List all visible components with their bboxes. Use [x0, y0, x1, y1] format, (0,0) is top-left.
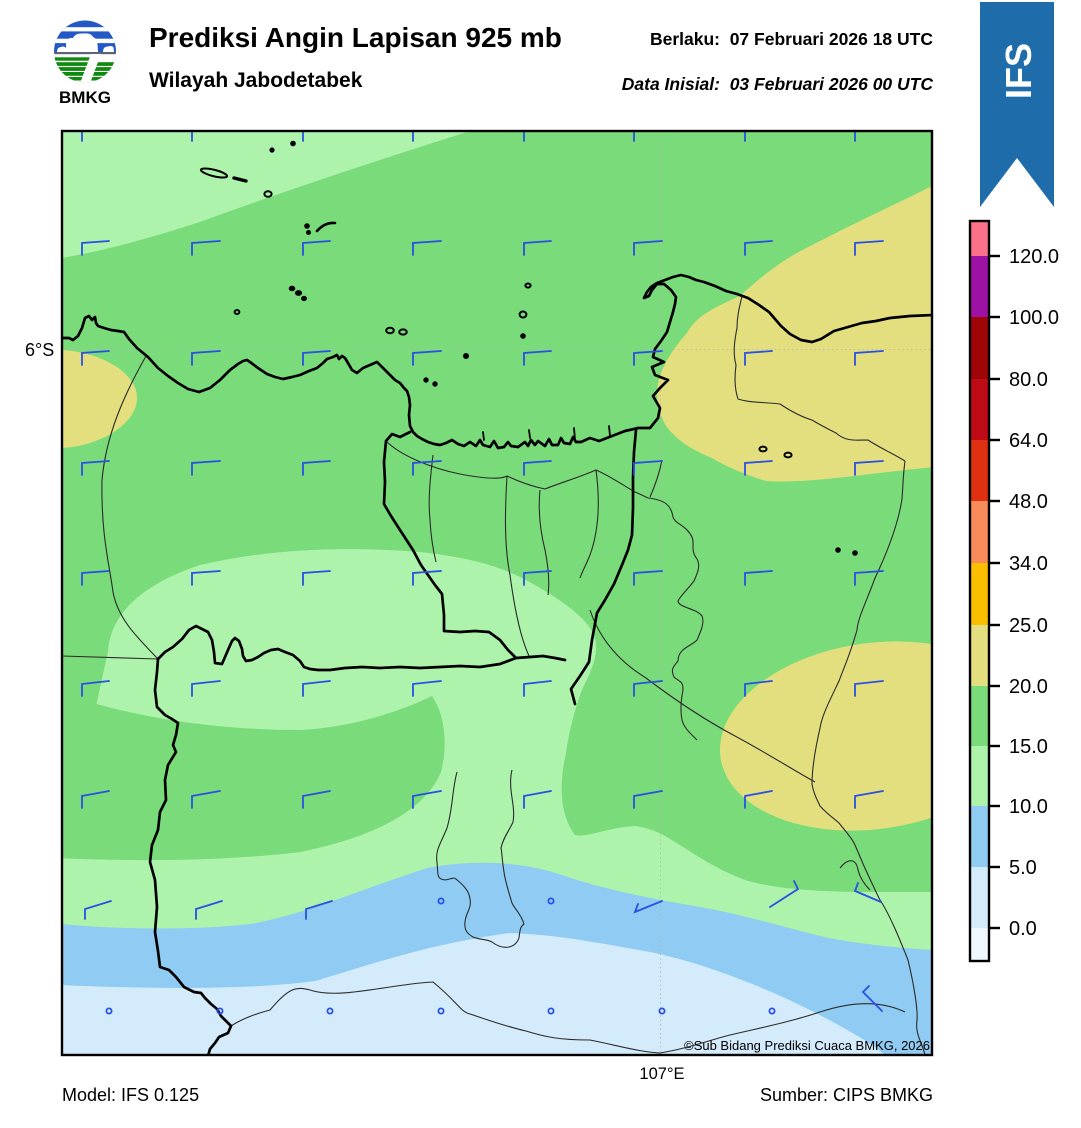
svg-text:5.0: 5.0: [1009, 857, 1037, 879]
svg-text:Prediksi Angin Lapisan 925 mb: Prediksi Angin Lapisan 925 mb: [149, 22, 562, 53]
svg-text:100.0: 100.0: [1009, 307, 1059, 329]
svg-text:Data Inisial: 03 Februari 202: Data Inisial: 03 Februari 2026 00 UTC: [622, 74, 934, 94]
svg-text:48.0: 48.0: [1009, 491, 1048, 513]
svg-text:Model: IFS 0.125: Model: IFS 0.125: [62, 1085, 199, 1105]
svg-text:25.0: 25.0: [1009, 615, 1048, 637]
svg-text:Wilayah Jabodetabek: Wilayah Jabodetabek: [149, 69, 363, 92]
svg-text:0.0: 0.0: [1009, 918, 1037, 940]
svg-text:80.0: 80.0: [1009, 369, 1048, 391]
svg-text:Sumber: CIPS BMKG: Sumber: CIPS BMKG: [760, 1085, 933, 1105]
svg-text:IFS: IFS: [998, 43, 1039, 99]
svg-text:©Sub Bidang Prediksi Cuaca BMK: ©Sub Bidang Prediksi Cuaca BMKG, 2026: [684, 1038, 930, 1053]
svg-text:107°E: 107°E: [639, 1065, 684, 1083]
svg-text:10.0: 10.0: [1009, 796, 1048, 818]
svg-text:34.0: 34.0: [1009, 553, 1048, 575]
svg-text:BMKG: BMKG: [59, 88, 111, 107]
svg-text:20.0: 20.0: [1009, 676, 1048, 698]
svg-text:Berlaku: 07 Februari 2026 18: Berlaku: 07 Februari 2026 18 UTC: [650, 29, 933, 49]
svg-text:120.0: 120.0: [1009, 246, 1059, 268]
svg-text:6°S: 6°S: [25, 340, 54, 360]
svg-text:15.0: 15.0: [1009, 736, 1048, 758]
svg-text:64.0: 64.0: [1009, 430, 1048, 452]
